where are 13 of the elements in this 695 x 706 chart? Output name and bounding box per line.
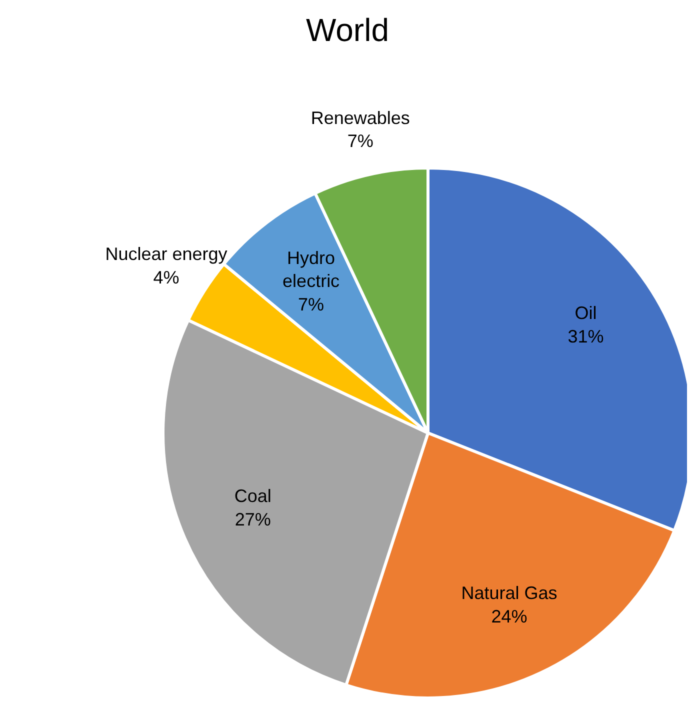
slice-label: Nuclear energy xyxy=(105,244,228,264)
slice-label: Hydro electric xyxy=(282,248,340,291)
data-label: 4% xyxy=(153,267,180,288)
slice-label: Oil xyxy=(574,302,597,323)
data-label: 27% xyxy=(234,509,271,530)
data-label: 7% xyxy=(347,130,374,151)
chart-title: World xyxy=(305,12,390,49)
slice-label: Coal xyxy=(234,486,272,506)
data-label: 7% xyxy=(298,294,324,314)
slice-label: Natural Gas xyxy=(461,582,558,603)
data-label: 31% xyxy=(568,326,604,346)
data-label: 24% xyxy=(491,606,528,626)
slice-label: Renewables xyxy=(310,108,410,128)
